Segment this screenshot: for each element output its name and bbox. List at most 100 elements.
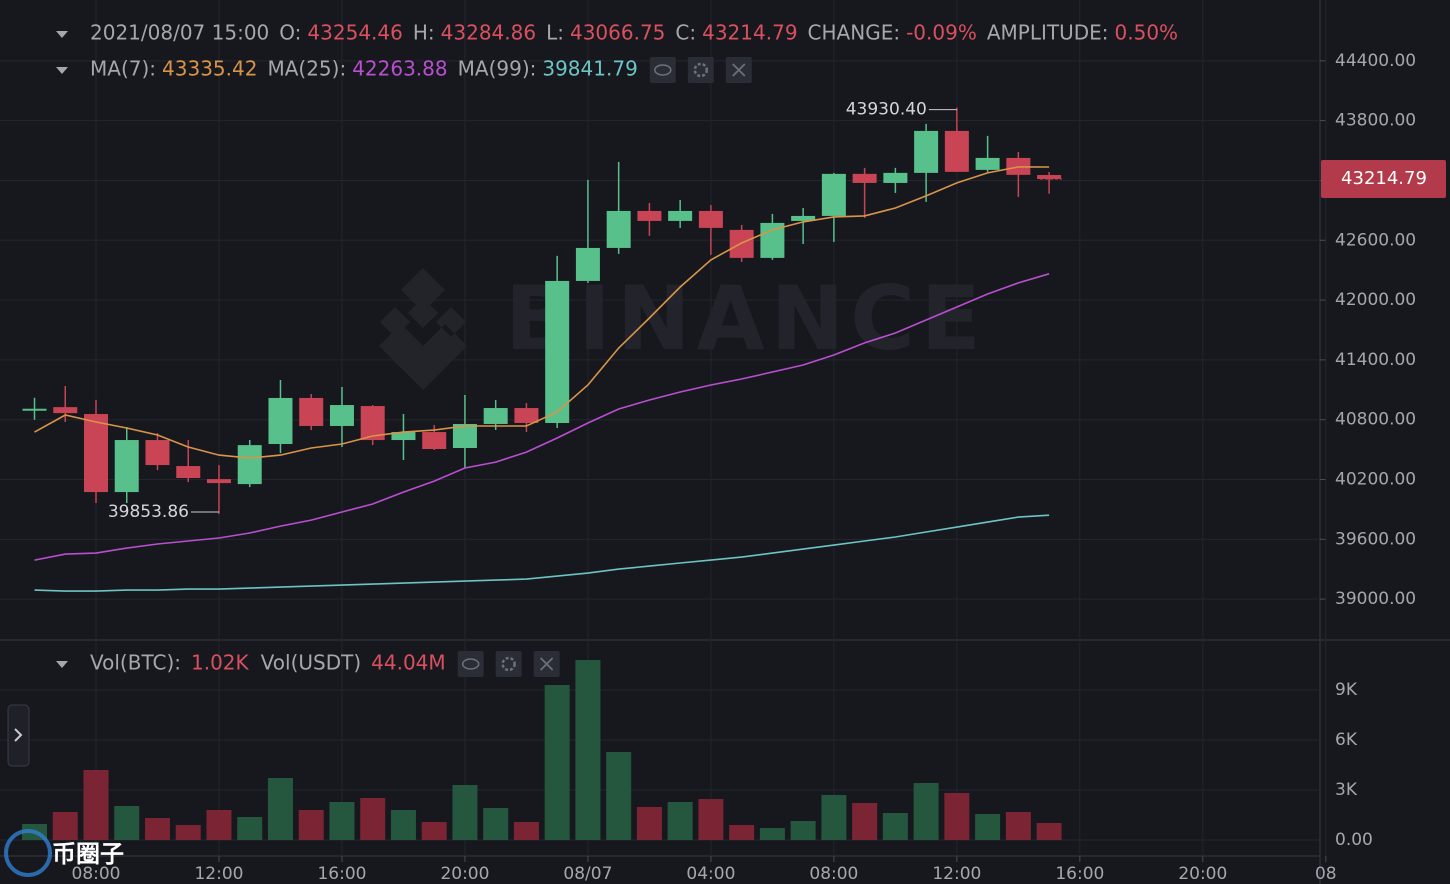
x-tick-label: 16:00 [1055, 864, 1104, 884]
volume-bar [237, 817, 263, 840]
settings-icon [501, 656, 516, 672]
volume-bar [544, 685, 570, 840]
candle-body [483, 408, 508, 424]
annotation: 39853.86 [108, 502, 189, 522]
volume-bar [144, 818, 170, 840]
volume-label: Vol(BTC): [90, 651, 181, 675]
readout-label: AMPLITUDE: [987, 21, 1109, 45]
x-tick-label: 08 [1315, 864, 1337, 884]
candle-body [698, 210, 723, 228]
candle-body [237, 445, 262, 485]
marks [22, 107, 1062, 840]
volume-bar [852, 803, 878, 840]
volume-value: 44.04M [371, 651, 446, 675]
readout-value: 43214.79 [702, 21, 797, 45]
candle-body [84, 414, 108, 493]
expand-icon [14, 728, 23, 742]
candle-body [637, 210, 662, 221]
readout-label: L: [546, 21, 564, 45]
candle-body [975, 157, 1000, 170]
volume-bar [390, 810, 416, 840]
x-tick-label: 04:00 [686, 864, 735, 884]
eye-icon [461, 658, 480, 670]
volume-bar [790, 821, 816, 840]
volume-bar [821, 795, 847, 840]
eye-button[interactable] [457, 651, 484, 677]
eye-button[interactable] [649, 57, 676, 83]
y-tick-label: 9K [1335, 680, 1358, 700]
volume-bar [513, 822, 539, 840]
volume-bar [667, 802, 693, 840]
volume-bar [606, 752, 632, 840]
y-tick-label: 6K [1335, 730, 1358, 750]
candle-body [1037, 175, 1062, 179]
legend-value: 39841.79 [542, 57, 637, 81]
candle-body [821, 173, 846, 216]
volume-bar [913, 783, 939, 840]
y-tick-label: 42000.00 [1335, 290, 1416, 310]
volume-label: Vol(USDT) [261, 651, 361, 675]
settings-button[interactable] [495, 651, 522, 677]
collapse-caret[interactable] [56, 31, 68, 38]
candle-body [145, 440, 170, 466]
header-datetime: 2021/08/07 15:00 [90, 21, 269, 45]
volume-bar [636, 807, 662, 840]
legend-name: MA(99): [458, 57, 537, 81]
volume-bar [175, 825, 201, 840]
candle-body [668, 210, 693, 221]
legend-value: 43335.42 [162, 57, 257, 81]
readout-value: -0.09% [906, 21, 977, 45]
candle-body [114, 440, 139, 493]
collapse-caret[interactable] [56, 67, 68, 74]
watermark: BINANCE [505, 267, 987, 370]
y-tick-label: 3K [1335, 780, 1358, 800]
readout-label: CHANGE: [808, 21, 901, 45]
expand-button[interactable] [7, 704, 30, 767]
readout-value: 0.50% [1115, 21, 1179, 45]
y-tick-label: 39600.00 [1335, 529, 1416, 549]
legend-name: MA(7): [90, 57, 156, 81]
volume-bar [759, 828, 785, 840]
collapse-caret[interactable] [56, 661, 68, 668]
candle-body [883, 172, 908, 183]
close-icon [540, 657, 554, 671]
settings-icon [693, 62, 709, 78]
x-tick-label: 12:00 [194, 864, 243, 884]
site-mark: 币圈子 [52, 840, 124, 868]
readout-label: H: [413, 21, 435, 45]
candle-body [206, 479, 231, 484]
volume-bar [329, 802, 355, 840]
candle-body [729, 229, 754, 258]
volume-bar [483, 808, 509, 840]
ma-line [34, 166, 1050, 459]
volume-bar [206, 810, 232, 840]
candle-body [422, 432, 447, 450]
labels: 39000.00 39600.00 40200.00 40800.00 41400.00… [56, 21, 1446, 884]
candle-body [760, 222, 785, 258]
legend-value: 42263.88 [352, 57, 447, 81]
volume-bar [83, 770, 109, 840]
volume-bar [729, 825, 755, 840]
readout-label: O: [279, 21, 301, 45]
volume-bar [114, 806, 140, 840]
volume-bar [421, 822, 447, 840]
candle-body [268, 397, 293, 445]
candle-body [391, 432, 416, 441]
y-tick-label: 42600.00 [1335, 230, 1416, 250]
candle-body [22, 408, 47, 411]
volume-bar [944, 793, 970, 840]
candle-body [329, 405, 354, 426]
volume-bar [1005, 812, 1031, 840]
x-tick-label: 08:00 [72, 864, 121, 884]
volume-bar [575, 660, 601, 840]
ma-line [34, 514, 1050, 592]
volume-bar [267, 778, 293, 840]
volume-bar [452, 785, 478, 840]
candle-body [299, 397, 324, 426]
volume-bar [882, 813, 908, 840]
settings-button[interactable] [687, 57, 714, 83]
x-tick-label: 08/07 [563, 864, 612, 884]
